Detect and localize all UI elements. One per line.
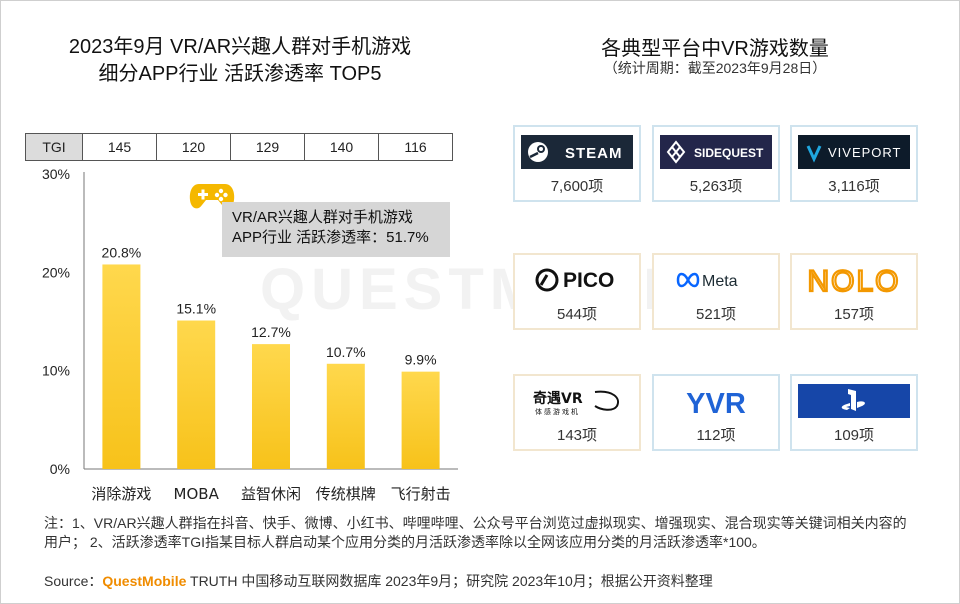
source-label: Source： bbox=[44, 573, 103, 589]
tgi-value: 145 bbox=[82, 133, 157, 161]
x-category-label: 益智休闲 bbox=[241, 485, 301, 503]
tgi-value: 129 bbox=[230, 133, 305, 161]
right-panel-title: 各典型平台中VR游戏数量 bbox=[601, 38, 829, 60]
platform-count: 521项 bbox=[695, 306, 737, 323]
bar bbox=[252, 344, 290, 469]
platform-card-viveport: VIVEPORT 3,116项 bbox=[790, 125, 918, 202]
bar-value-label: 20.8% bbox=[102, 244, 142, 260]
source-text: TRUTH 中国移动互联网数据库 2023年9月；研究院 2023年10月；根据… bbox=[186, 573, 713, 589]
viveport-logo-text: VIVEPORT bbox=[828, 145, 902, 160]
source-brand: QuestMobile bbox=[102, 573, 187, 589]
bar-value-label: 10.7% bbox=[326, 344, 366, 360]
yvr-logo-text: YVR bbox=[686, 388, 746, 418]
chart-bars bbox=[102, 264, 440, 469]
nolo-logo-text: NOLO bbox=[807, 265, 900, 297]
platform-card-sidequest: SIDEQUEST 5,263项 bbox=[652, 125, 780, 202]
x-category-label: 飞行射击 bbox=[391, 485, 451, 503]
platform-card-steam: STEAM 7,600项 bbox=[513, 125, 641, 202]
bar bbox=[326, 363, 365, 469]
playstation-logo bbox=[798, 384, 910, 418]
x-category-label: MOBA bbox=[174, 485, 220, 503]
bar bbox=[177, 320, 216, 469]
qiyu-logo-text: 奇遇VR bbox=[533, 390, 583, 407]
chart-axes: 0% 10% 20% 30% bbox=[42, 166, 458, 477]
steam-logo-text: STEAM bbox=[565, 145, 623, 162]
tgi-row: TGI 145 120 129 140 116 bbox=[25, 133, 453, 161]
platform-count: 157项 bbox=[833, 306, 875, 323]
sidequest-logo: SIDEQUEST bbox=[660, 135, 772, 169]
bar-value-label: 15.1% bbox=[176, 301, 216, 317]
platform-card-playstation: 109项 bbox=[790, 374, 918, 451]
y-tick-label: 10% bbox=[42, 363, 70, 379]
qiyu-logo-subtext: 体感游戏机 bbox=[535, 407, 580, 416]
platform-card-yvr: YVR 112项 bbox=[652, 374, 780, 451]
tgi-value: 140 bbox=[304, 133, 379, 161]
y-tick-label: 30% bbox=[42, 166, 70, 182]
tgi-value: 120 bbox=[156, 133, 231, 161]
platform-count: 7,600项 bbox=[550, 178, 604, 195]
callout-line1: VR/AR兴趣人群对手机游戏 bbox=[232, 209, 413, 226]
meta-logo-text: Meta bbox=[702, 273, 738, 290]
y-tick-label: 20% bbox=[42, 264, 70, 280]
x-category-label: 传统棋牌 bbox=[316, 485, 376, 503]
tgi-table: TGI 145 120 129 140 116 bbox=[25, 133, 453, 161]
overall-penetration-callout: VR/AR兴趣人群对手机游戏 APP行业 活跃渗透率：51.7% bbox=[222, 202, 450, 257]
bar-value-label: 9.9% bbox=[405, 352, 437, 368]
tgi-value: 116 bbox=[378, 133, 453, 161]
footnotes: 注：1、VR/AR兴趣人群指在抖音、快手、微博、小红书、哔哩哔哩、公众号平台浏览… bbox=[44, 515, 907, 550]
left-title-line2: 细分APP行业 活跃渗透率 TOP5 bbox=[98, 63, 382, 85]
platform-count: 143项 bbox=[556, 427, 598, 444]
platform-card-pico: PICO 544项 bbox=[513, 253, 641, 330]
bar-value-label: 12.7% bbox=[251, 324, 291, 340]
pico-logo-text: PICO bbox=[563, 269, 614, 292]
meta-logo: Meta bbox=[660, 263, 772, 297]
left-chart-title: 2023年9月 VR/AR兴趣人群对手机游戏 细分APP行业 活跃渗透率 TOP… bbox=[20, 34, 460, 88]
platform-count: 109项 bbox=[833, 427, 875, 444]
platform-count: 112项 bbox=[696, 427, 736, 444]
left-title-line1: 2023年9月 VR/AR兴趣人群对手机游戏 bbox=[68, 36, 412, 58]
right-panel-subtitle: （统计周期：截至2023年9月28日） bbox=[603, 60, 827, 76]
platform-card-nolo: NOLO 157项 bbox=[790, 253, 918, 330]
nolo-logo: NOLO bbox=[798, 263, 910, 297]
platform-count: 544项 bbox=[556, 306, 598, 323]
chart-labels: 20.8% 消除游戏 15.1% MOBA 12.7% 益智休闲 10.7% 传统棋牌 9.9%… bbox=[91, 244, 450, 503]
tgi-header: TGI bbox=[25, 133, 83, 161]
pico-logo: PICO bbox=[521, 263, 633, 297]
y-tick-label: 0% bbox=[50, 461, 70, 477]
platform-card-meta: Meta 521项 bbox=[652, 253, 780, 330]
bar bbox=[102, 264, 141, 469]
source-line: Source：QuestMobile TRUTH 中国移动互联网数据库 2023… bbox=[44, 571, 914, 591]
steam-logo: STEAM bbox=[521, 135, 633, 169]
callout-line2: APP行业 活跃渗透率：51.7% bbox=[232, 229, 429, 246]
qiyu-logo: 奇遇VR 体感游戏机 bbox=[521, 384, 633, 418]
platform-count: 5,263项 bbox=[689, 178, 743, 195]
sidequest-logo-text: SIDEQUEST bbox=[694, 146, 764, 160]
yvr-logo: YVR bbox=[660, 384, 772, 418]
x-category-label: 消除游戏 bbox=[91, 485, 151, 503]
platform-card-qiyu: 奇遇VR 体感游戏机 143项 bbox=[513, 374, 641, 451]
bar bbox=[401, 371, 440, 469]
platform-count: 3,116项 bbox=[828, 178, 880, 195]
viveport-logo: VIVEPORT bbox=[798, 135, 910, 169]
